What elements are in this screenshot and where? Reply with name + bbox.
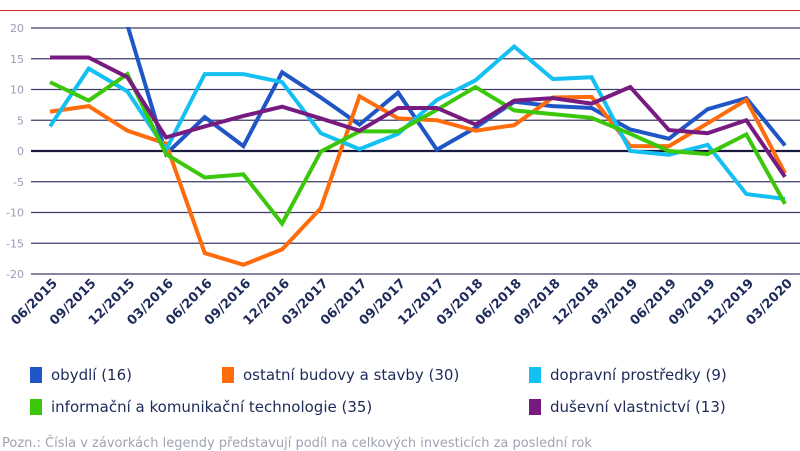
legend-label: ostatní budovy a stavby (30): [243, 366, 460, 384]
legend-item-dusevni: duševní vlastnictví (13): [529, 398, 726, 416]
legend-label: obydlí (16): [51, 366, 132, 384]
legend-label: duševní vlastnictví (13): [550, 398, 726, 416]
legend-swatch: [30, 399, 42, 415]
y-tick-label: 10: [10, 84, 24, 97]
legend-swatch: [529, 367, 541, 383]
series-line-4: [50, 55, 787, 178]
legend-item-dopravni: dopravní prostředky (9): [529, 366, 727, 384]
y-tick-label: -20: [6, 268, 24, 281]
legend-item-obydli: obydlí (16): [30, 366, 132, 384]
y-tick-label: -5: [13, 176, 24, 189]
y-tick-label: 15: [10, 53, 24, 66]
legend-swatch: [30, 367, 42, 383]
legend-swatch: [222, 367, 234, 383]
y-tick-label: 20: [10, 22, 24, 35]
top-rule: [0, 10, 800, 11]
y-tick-label: 0: [17, 145, 24, 158]
series-line-3: [49, 71, 787, 228]
legend-item-ostatni-budovy: ostatní budovy a stavby (30): [222, 366, 459, 384]
y-tick-label: -15: [6, 237, 24, 250]
legend-label: dopravní prostředky (9): [550, 366, 727, 384]
line-chart: 20151050-5-10-15-2006/201509/201512/2015…: [6, 22, 800, 329]
y-tick-label: -10: [6, 207, 24, 220]
footnote: Pozn.: Čísla v závorkách legendy předsta…: [2, 436, 592, 451]
y-tick-label: 5: [17, 114, 24, 127]
legend-label: informační a komunikační technologie (35…: [51, 398, 373, 416]
series-line-0: [125, 27, 787, 158]
legend-swatch: [529, 399, 541, 415]
legend-item-ikt: informační a komunikační technologie (35…: [30, 398, 372, 416]
